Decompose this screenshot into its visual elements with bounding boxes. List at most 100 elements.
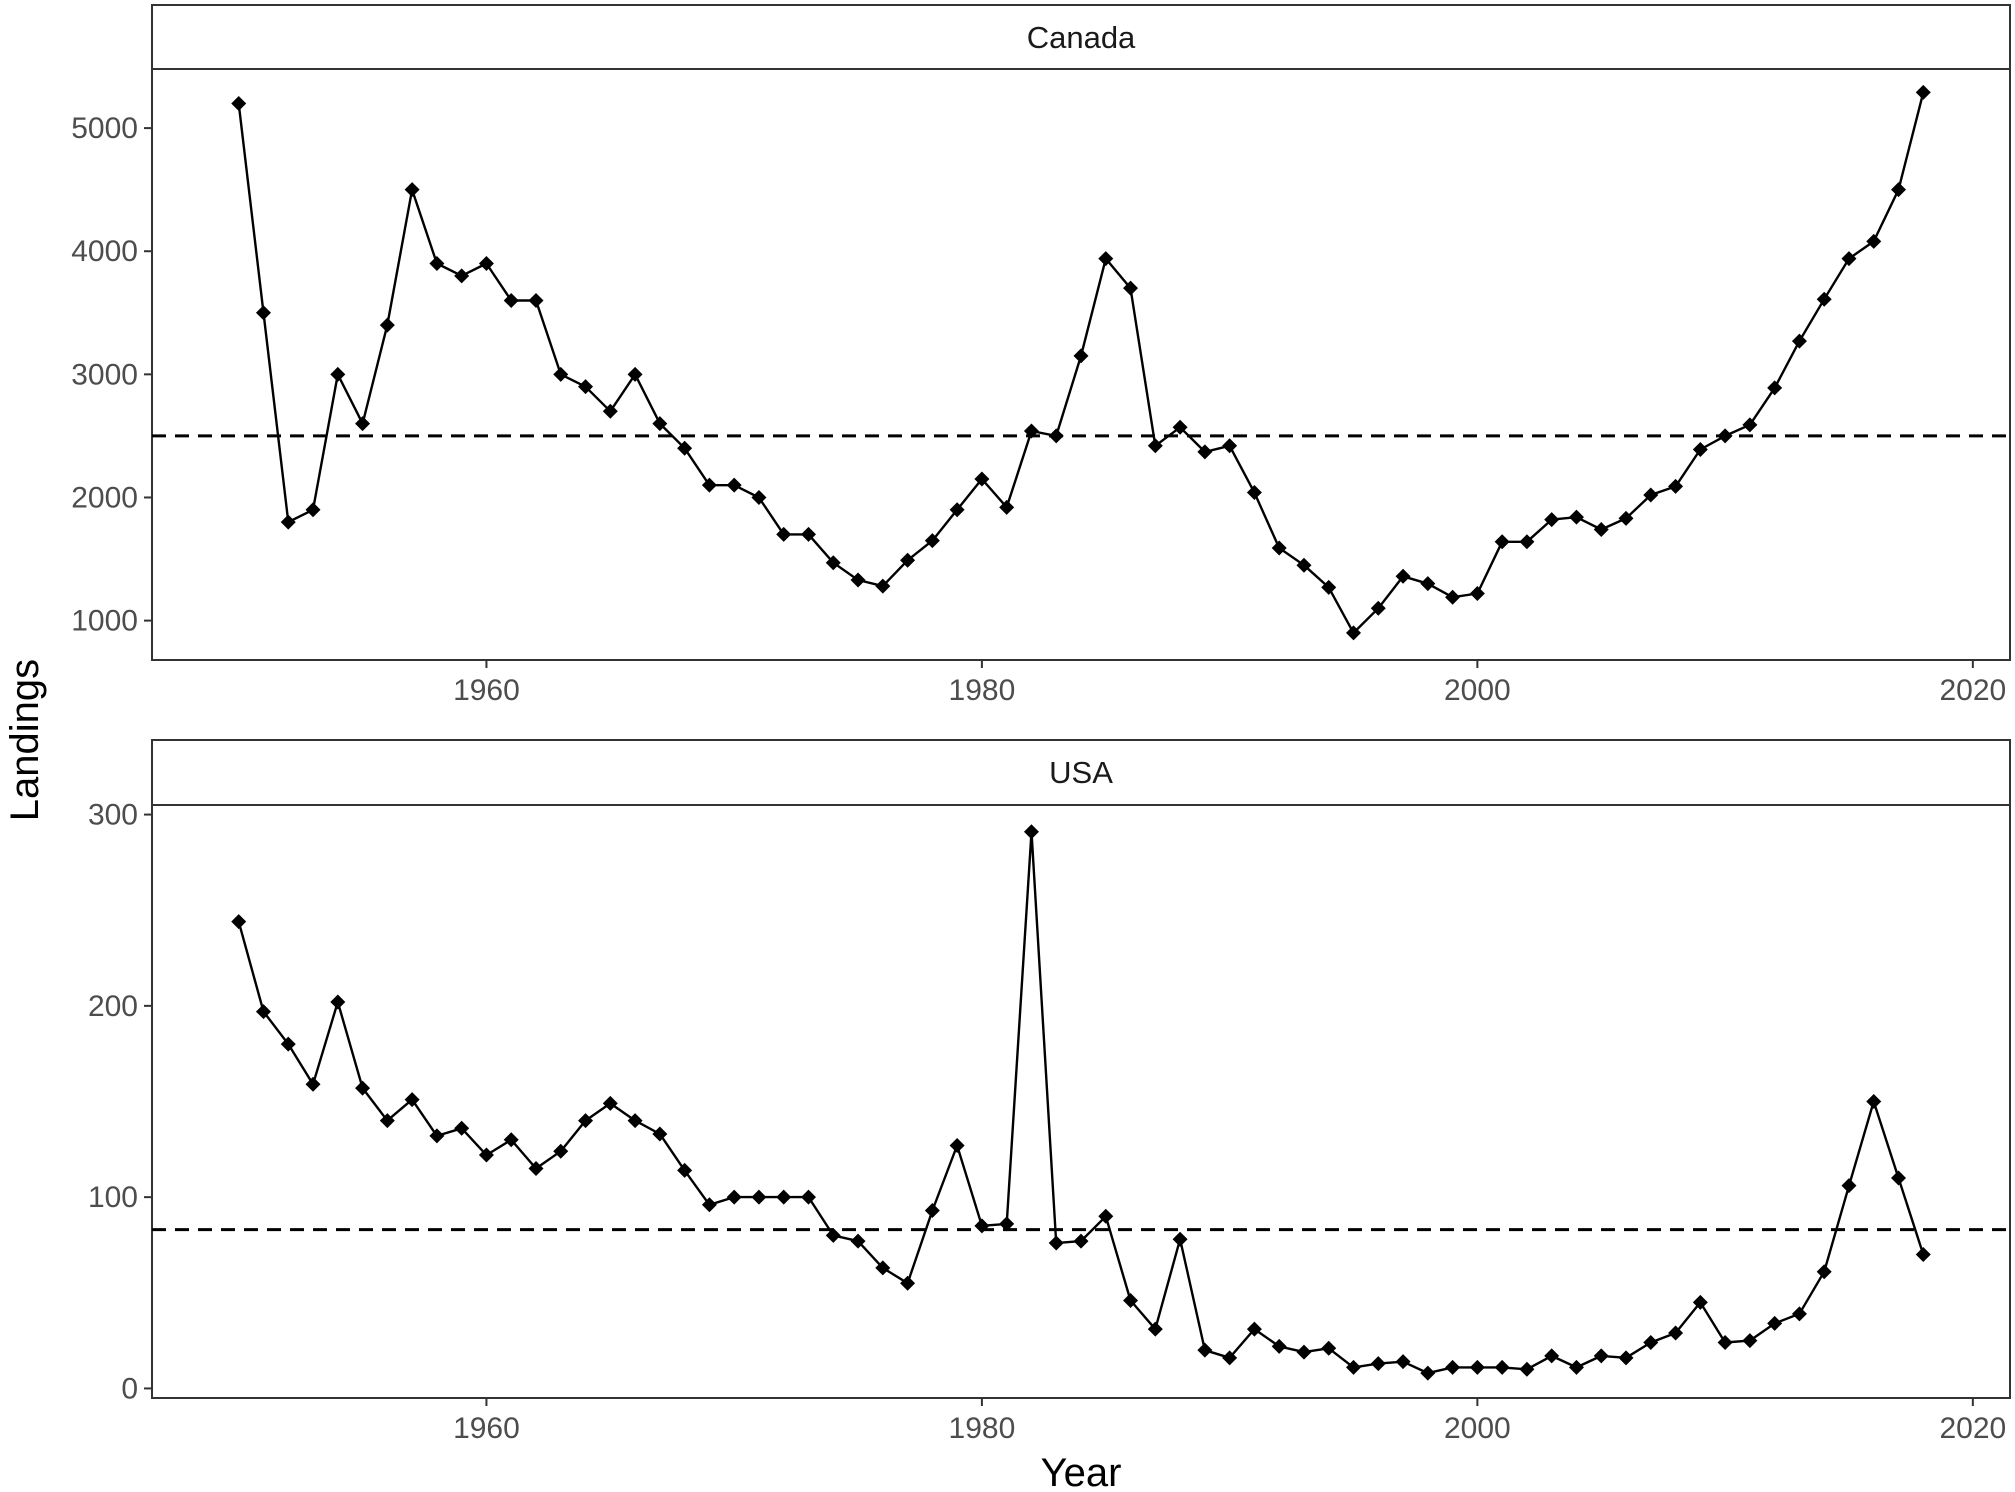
data-point <box>231 914 247 930</box>
data-point <box>974 1218 990 1234</box>
data-point <box>875 578 891 594</box>
data-point <box>974 471 990 487</box>
data-point <box>1841 1178 1857 1194</box>
data-point <box>478 256 494 272</box>
data-point <box>1519 534 1535 550</box>
data-point <box>1469 586 1485 602</box>
data-point <box>1123 1292 1139 1308</box>
data-point <box>1098 251 1114 267</box>
data-point <box>1197 444 1213 460</box>
data-point <box>1891 182 1907 198</box>
data-point <box>1246 485 1262 501</box>
data-point <box>1593 521 1609 537</box>
data-point <box>1073 1233 1089 1249</box>
data-point <box>999 1216 1015 1232</box>
plot-panel-border <box>151 68 2011 661</box>
data-point <box>1395 568 1411 584</box>
data-point <box>1494 534 1510 550</box>
data-point <box>652 1126 668 1142</box>
data-point <box>1370 600 1386 616</box>
data-point <box>825 555 841 571</box>
data-point <box>1098 1208 1114 1224</box>
data-point <box>1023 824 1039 840</box>
data-point <box>1593 1348 1609 1364</box>
panel-usa: USA 0 100 200 300 1960 1980 2000 2020 <box>88 739 2011 1445</box>
data-point <box>1445 1359 1461 1375</box>
data-point <box>1172 419 1188 435</box>
data-point <box>1544 512 1560 528</box>
data-point <box>280 1036 296 1052</box>
data-point <box>1370 1356 1386 1372</box>
x-axis-usa: 1960 1980 2000 2020 <box>453 1398 2006 1445</box>
data-point <box>1866 1094 1882 1109</box>
data-point <box>404 182 420 198</box>
data-point <box>478 1147 494 1163</box>
data-point <box>1668 478 1684 494</box>
data-point <box>1841 251 1857 267</box>
data-point <box>1296 557 1312 573</box>
data-point <box>627 366 643 382</box>
data-point <box>602 403 618 419</box>
data-point <box>1717 428 1733 444</box>
data-point <box>1271 1338 1287 1354</box>
data-point <box>1891 1170 1907 1186</box>
data-point <box>1494 1359 1510 1375</box>
data-point <box>949 1137 965 1153</box>
data-point <box>924 533 940 549</box>
data-point <box>1420 1365 1436 1381</box>
data-point <box>578 1113 594 1129</box>
data-point <box>1222 438 1238 454</box>
data-point <box>1568 509 1584 525</box>
data-point <box>751 1189 767 1205</box>
data-point <box>726 477 742 493</box>
data-point <box>1692 1294 1708 1310</box>
data-point <box>1321 579 1337 595</box>
x-tick-label: 1980 <box>949 674 1016 707</box>
data-point <box>1048 1235 1064 1251</box>
x-tick-label: 2020 <box>1939 674 2006 707</box>
data-point <box>800 1189 816 1205</box>
data-point <box>1643 487 1659 503</box>
data-point <box>1618 510 1634 526</box>
x-tick-label: 1960 <box>453 1412 520 1445</box>
data-point <box>429 256 445 272</box>
y-axis-title: Landings <box>3 659 47 821</box>
data-point <box>1048 428 1064 444</box>
x-tick-label: 1980 <box>949 1412 1016 1445</box>
y-tick-label: 0 <box>121 1372 138 1405</box>
data-point <box>627 1113 643 1129</box>
data-point <box>900 552 916 568</box>
data-point <box>1073 348 1089 364</box>
data-point <box>255 305 271 321</box>
data-point <box>1767 1315 1783 1331</box>
data-point <box>305 1076 321 1092</box>
data-point <box>1296 1344 1312 1360</box>
data-point <box>1346 625 1362 641</box>
data-point <box>1568 1359 1584 1375</box>
strip-background <box>151 739 2011 806</box>
data-point <box>677 440 693 456</box>
plot-panel-border <box>151 804 2011 1399</box>
data-point <box>553 366 569 382</box>
y-tick-label: 3000 <box>71 358 138 391</box>
data-point <box>776 526 792 542</box>
data-point <box>454 268 470 284</box>
data-point <box>379 1113 395 1129</box>
y-tick-label: 5000 <box>71 112 138 145</box>
y-tick-label: 200 <box>88 990 138 1023</box>
data-point <box>1692 441 1708 457</box>
data-point <box>776 1189 792 1205</box>
data-point <box>1246 1321 1262 1337</box>
data-point <box>850 572 866 588</box>
strip-label-usa: USA <box>1049 755 1113 790</box>
data-point <box>355 416 371 432</box>
data-point <box>355 1080 371 1096</box>
data-point <box>330 366 346 382</box>
data-point <box>255 1004 271 1020</box>
data-point <box>429 1128 445 1144</box>
data-point <box>900 1275 916 1291</box>
strip-background <box>151 4 2011 70</box>
data-point <box>578 379 594 395</box>
data-point <box>652 416 668 432</box>
